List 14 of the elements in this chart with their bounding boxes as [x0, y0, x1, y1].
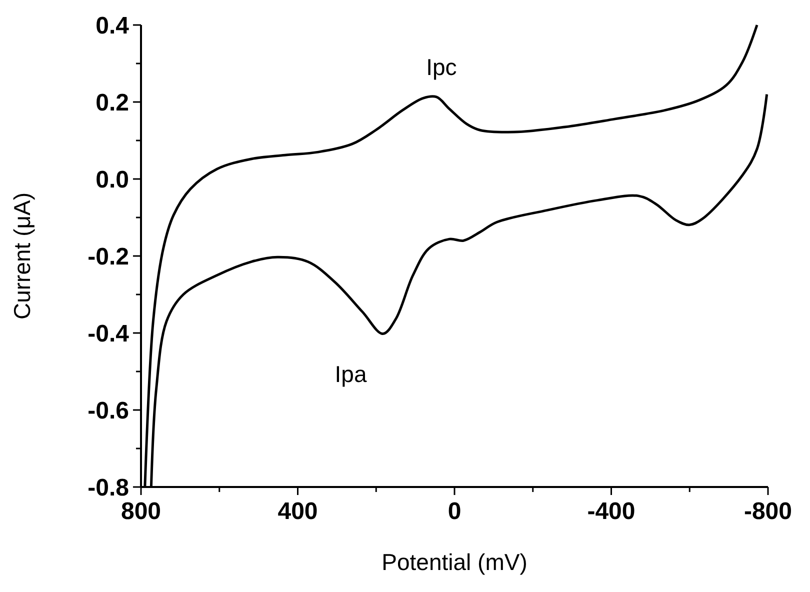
- x-axis-title: Potential (mV): [382, 549, 528, 575]
- y-tick-label: -0.2: [88, 243, 129, 270]
- y-tick-label: -0.6: [88, 397, 129, 424]
- x-tick-label: -400: [587, 498, 636, 525]
- x-tick-label: 0: [448, 498, 462, 525]
- annotation: Ipa: [334, 360, 367, 387]
- y-tick-label: 0.4: [96, 12, 130, 40]
- y-tick-label: 0.0: [96, 166, 129, 194]
- y-tick-label: -0.4: [88, 320, 130, 348]
- y-tick-label: 0.2: [96, 89, 129, 116]
- annotation: Ipc: [426, 54, 457, 80]
- x-tick-label: -800: [744, 498, 792, 525]
- y-axis-title: Current (μA): [9, 192, 35, 320]
- x-tick-label: 400: [278, 498, 318, 525]
